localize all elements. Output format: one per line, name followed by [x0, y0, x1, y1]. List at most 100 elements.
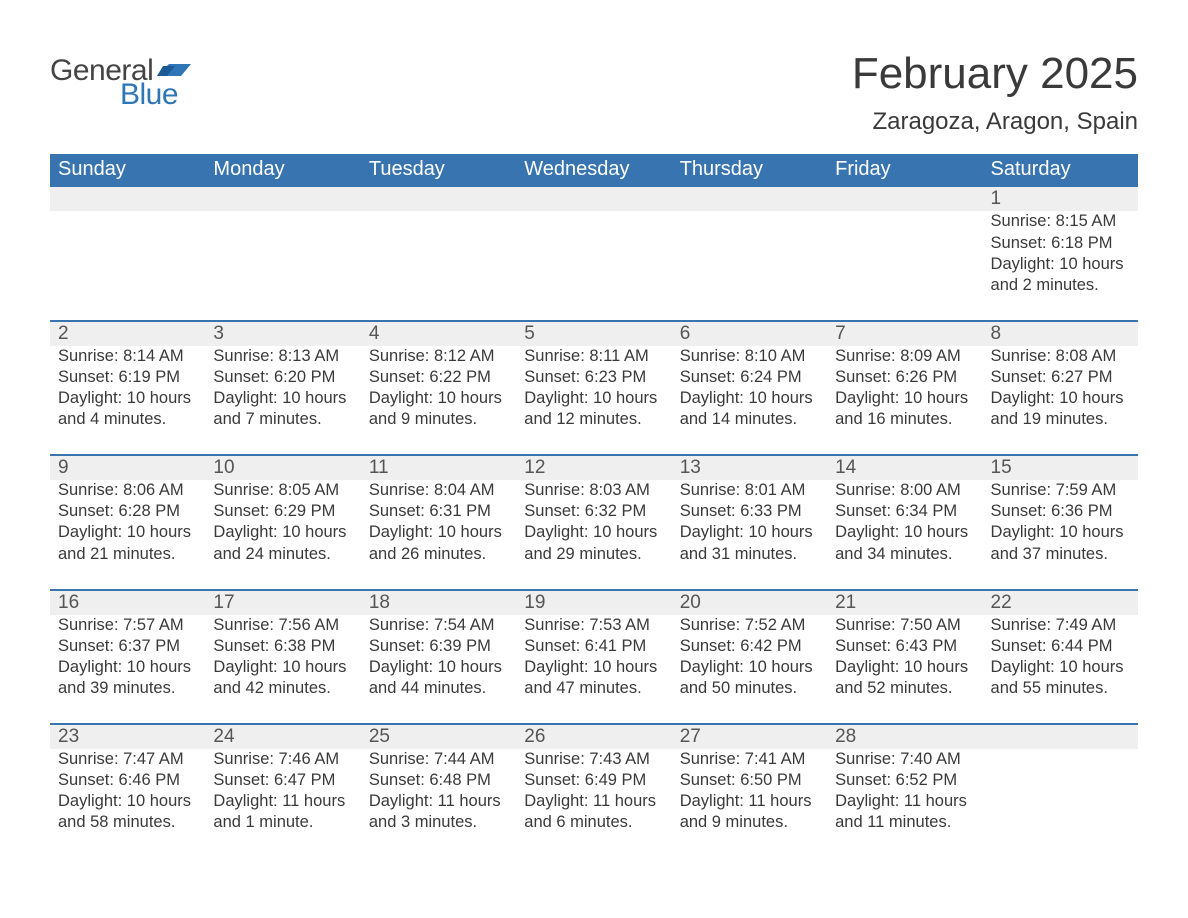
sunrise-text: Sunrise: 8:09 AM — [835, 346, 974, 367]
sunset-text: Sunset: 6:32 PM — [524, 501, 663, 522]
day-cell: Sunrise: 7:41 AMSunset: 6:50 PMDaylight:… — [672, 749, 827, 857]
day-number-cell — [516, 187, 671, 211]
day2-text: and 39 minutes. — [58, 678, 197, 699]
day2-text: and 3 minutes. — [369, 812, 508, 833]
day-number-cell: 6 — [672, 321, 827, 346]
day-number-cell: 26 — [516, 724, 671, 749]
day-number-cell: 11 — [361, 455, 516, 480]
day-number-cell — [983, 724, 1138, 749]
day-cell: Sunrise: 7:47 AMSunset: 6:46 PMDaylight:… — [50, 749, 205, 857]
day-cell: Sunrise: 7:56 AMSunset: 6:38 PMDaylight:… — [205, 615, 360, 724]
day-cell: Sunrise: 8:06 AMSunset: 6:28 PMDaylight:… — [50, 480, 205, 589]
day2-text: and 19 minutes. — [991, 409, 1130, 430]
day1-text: Daylight: 10 hours — [680, 657, 819, 678]
day2-text: and 31 minutes. — [680, 544, 819, 565]
sunrise-text: Sunrise: 8:08 AM — [991, 346, 1130, 367]
day-cell: Sunrise: 7:57 AMSunset: 6:37 PMDaylight:… — [50, 615, 205, 724]
day2-text: and 14 minutes. — [680, 409, 819, 430]
day2-text: and 9 minutes. — [369, 409, 508, 430]
dow-header: Tuesday — [361, 154, 516, 187]
day2-text: and 12 minutes. — [524, 409, 663, 430]
dow-header: Sunday — [50, 154, 205, 187]
sunset-text: Sunset: 6:31 PM — [369, 501, 508, 522]
daynum-row: 232425262728 — [50, 724, 1138, 749]
day-cell: Sunrise: 8:00 AMSunset: 6:34 PMDaylight:… — [827, 480, 982, 589]
day2-text: and 37 minutes. — [991, 544, 1130, 565]
sunset-text: Sunset: 6:39 PM — [369, 636, 508, 657]
sunset-text: Sunset: 6:50 PM — [680, 770, 819, 791]
sunset-text: Sunset: 6:33 PM — [680, 501, 819, 522]
day-number-cell: 10 — [205, 455, 360, 480]
dow-header: Thursday — [672, 154, 827, 187]
day-number-cell: 18 — [361, 590, 516, 615]
sunrise-text: Sunrise: 8:05 AM — [213, 480, 352, 501]
day-number-cell: 27 — [672, 724, 827, 749]
day-number-cell: 9 — [50, 455, 205, 480]
day2-text: and 11 minutes. — [835, 812, 974, 833]
week-row: Sunrise: 7:47 AMSunset: 6:46 PMDaylight:… — [50, 749, 1138, 857]
day1-text: Daylight: 10 hours — [524, 522, 663, 543]
day-number-cell: 1 — [983, 187, 1138, 211]
daynum-row: 1 — [50, 187, 1138, 211]
day-number-cell: 21 — [827, 590, 982, 615]
day1-text: Daylight: 10 hours — [680, 522, 819, 543]
day2-text: and 4 minutes. — [58, 409, 197, 430]
sunset-text: Sunset: 6:27 PM — [991, 367, 1130, 388]
sunrise-text: Sunrise: 7:47 AM — [58, 749, 197, 770]
sunrise-text: Sunrise: 8:12 AM — [369, 346, 508, 367]
day2-text: and 21 minutes. — [58, 544, 197, 565]
dow-header: Monday — [205, 154, 360, 187]
day-cell: Sunrise: 8:13 AMSunset: 6:20 PMDaylight:… — [205, 346, 360, 455]
sunset-text: Sunset: 6:44 PM — [991, 636, 1130, 657]
sunset-text: Sunset: 6:22 PM — [369, 367, 508, 388]
day-cell — [361, 211, 516, 320]
day2-text: and 29 minutes. — [524, 544, 663, 565]
day-cell: Sunrise: 7:53 AMSunset: 6:41 PMDaylight:… — [516, 615, 671, 724]
day-cell — [50, 211, 205, 320]
day-cell: Sunrise: 7:54 AMSunset: 6:39 PMDaylight:… — [361, 615, 516, 724]
sunrise-text: Sunrise: 7:46 AM — [213, 749, 352, 770]
day1-text: Daylight: 10 hours — [835, 522, 974, 543]
day2-text: and 58 minutes. — [58, 812, 197, 833]
day-cell — [516, 211, 671, 320]
day1-text: Daylight: 10 hours — [835, 388, 974, 409]
day-number-cell: 20 — [672, 590, 827, 615]
daynum-row: 2345678 — [50, 321, 1138, 346]
day-number-cell: 13 — [672, 455, 827, 480]
sunrise-text: Sunrise: 7:54 AM — [369, 615, 508, 636]
sunset-text: Sunset: 6:37 PM — [58, 636, 197, 657]
day-number-cell: 17 — [205, 590, 360, 615]
day-number-cell: 28 — [827, 724, 982, 749]
day1-text: Daylight: 10 hours — [524, 657, 663, 678]
day-cell: Sunrise: 8:04 AMSunset: 6:31 PMDaylight:… — [361, 480, 516, 589]
day-cell — [205, 211, 360, 320]
day-cell: Sunrise: 7:49 AMSunset: 6:44 PMDaylight:… — [983, 615, 1138, 724]
day-cell: Sunrise: 7:59 AMSunset: 6:36 PMDaylight:… — [983, 480, 1138, 589]
day2-text: and 47 minutes. — [524, 678, 663, 699]
day-number-cell — [672, 187, 827, 211]
day2-text: and 16 minutes. — [835, 409, 974, 430]
day-cell: Sunrise: 8:12 AMSunset: 6:22 PMDaylight:… — [361, 346, 516, 455]
dow-header: Friday — [827, 154, 982, 187]
day-number-cell — [827, 187, 982, 211]
day1-text: Daylight: 10 hours — [835, 657, 974, 678]
day-cell: Sunrise: 8:10 AMSunset: 6:24 PMDaylight:… — [672, 346, 827, 455]
day-cell: Sunrise: 8:01 AMSunset: 6:33 PMDaylight:… — [672, 480, 827, 589]
day-cell: Sunrise: 7:52 AMSunset: 6:42 PMDaylight:… — [672, 615, 827, 724]
day-cell: Sunrise: 7:43 AMSunset: 6:49 PMDaylight:… — [516, 749, 671, 857]
day1-text: Daylight: 10 hours — [369, 388, 508, 409]
day-number-cell: 23 — [50, 724, 205, 749]
location-label: Zaragoza, Aragon, Spain — [852, 108, 1138, 136]
day2-text: and 34 minutes. — [835, 544, 974, 565]
day-cell — [672, 211, 827, 320]
day2-text: and 44 minutes. — [369, 678, 508, 699]
sunrise-text: Sunrise: 8:14 AM — [58, 346, 197, 367]
title-block: February 2025 Zaragoza, Aragon, Spain — [852, 50, 1138, 136]
day1-text: Daylight: 11 hours — [680, 791, 819, 812]
day-of-week-header-row: Sunday Monday Tuesday Wednesday Thursday… — [50, 154, 1138, 187]
sunrise-text: Sunrise: 7:57 AM — [58, 615, 197, 636]
day-number-cell: 19 — [516, 590, 671, 615]
day-cell — [983, 749, 1138, 857]
sunset-text: Sunset: 6:19 PM — [58, 367, 197, 388]
sunrise-text: Sunrise: 7:43 AM — [524, 749, 663, 770]
